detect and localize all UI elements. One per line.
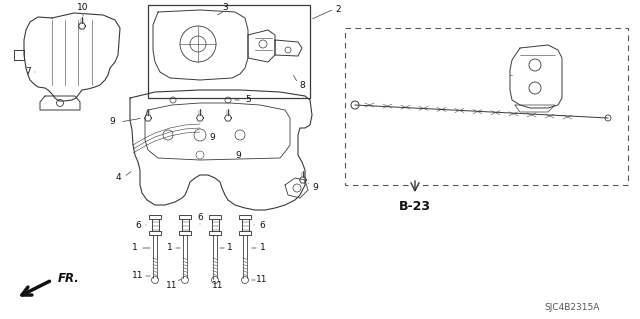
Text: 11: 11 xyxy=(256,276,268,285)
Text: 6: 6 xyxy=(197,213,203,222)
Text: 11: 11 xyxy=(132,271,144,280)
Bar xyxy=(179,215,191,219)
Text: 7: 7 xyxy=(25,68,31,77)
Text: 1: 1 xyxy=(167,243,173,253)
Text: B-23: B-23 xyxy=(399,199,431,212)
Text: 11: 11 xyxy=(212,280,224,290)
Text: FR.: FR. xyxy=(58,271,80,285)
Text: 5: 5 xyxy=(245,95,251,105)
Text: 1: 1 xyxy=(227,243,233,253)
Text: 3: 3 xyxy=(222,4,228,12)
Text: 10: 10 xyxy=(77,4,89,12)
Bar xyxy=(209,215,221,219)
Bar xyxy=(179,231,191,235)
Bar xyxy=(239,231,251,235)
Text: 1: 1 xyxy=(132,243,138,253)
Text: 2: 2 xyxy=(335,4,341,13)
Text: 1: 1 xyxy=(260,243,266,253)
Text: 8: 8 xyxy=(299,81,305,91)
Bar xyxy=(149,231,161,235)
Bar xyxy=(239,215,251,219)
Text: SJC4B2315A: SJC4B2315A xyxy=(544,303,600,313)
Text: 9: 9 xyxy=(209,133,215,143)
Text: 9: 9 xyxy=(235,151,241,160)
Bar xyxy=(345,28,628,185)
Text: 11: 11 xyxy=(166,280,178,290)
Bar xyxy=(209,231,221,235)
Text: 9: 9 xyxy=(312,183,318,192)
Text: 6: 6 xyxy=(259,220,265,229)
Text: 6: 6 xyxy=(135,220,141,229)
Bar xyxy=(148,5,310,98)
Bar xyxy=(149,215,161,219)
Text: 9: 9 xyxy=(109,117,115,127)
Text: 4: 4 xyxy=(115,173,121,182)
